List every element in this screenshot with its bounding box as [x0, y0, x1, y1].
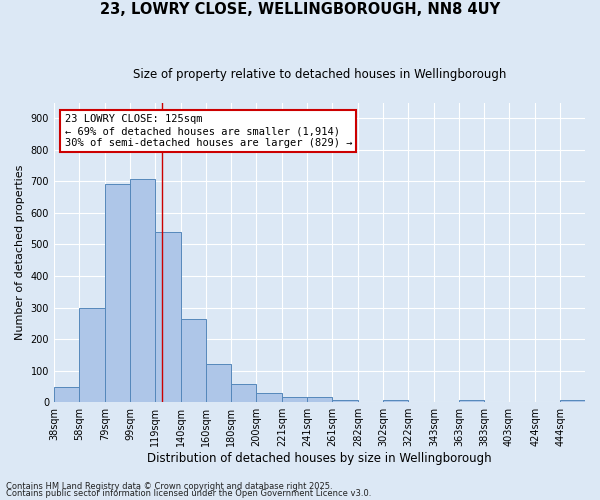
- Bar: [130, 179, 155, 402]
- Bar: [383, 400, 408, 402]
- Bar: [332, 400, 358, 402]
- Text: 23, LOWRY CLOSE, WELLINGBOROUGH, NN8 4UY: 23, LOWRY CLOSE, WELLINGBOROUGH, NN8 4UY: [100, 2, 500, 18]
- Text: Contains HM Land Registry data © Crown copyright and database right 2025.: Contains HM Land Registry data © Crown c…: [6, 482, 332, 491]
- Y-axis label: Number of detached properties: Number of detached properties: [15, 164, 25, 340]
- Bar: [206, 364, 231, 402]
- Bar: [181, 318, 206, 402]
- Bar: [79, 308, 105, 402]
- Title: Size of property relative to detached houses in Wellingborough: Size of property relative to detached ho…: [133, 68, 506, 80]
- X-axis label: Distribution of detached houses by size in Wellingborough: Distribution of detached houses by size …: [147, 452, 492, 465]
- Bar: [307, 396, 332, 402]
- Text: 23 LOWRY CLOSE: 125sqm
← 69% of detached houses are smaller (1,914)
30% of semi-: 23 LOWRY CLOSE: 125sqm ← 69% of detached…: [65, 114, 352, 148]
- Bar: [459, 400, 484, 402]
- Bar: [231, 384, 256, 402]
- Bar: [282, 398, 307, 402]
- Bar: [54, 387, 79, 402]
- Bar: [560, 400, 585, 402]
- Bar: [256, 394, 282, 402]
- Bar: [155, 232, 181, 402]
- Text: Contains public sector information licensed under the Open Government Licence v3: Contains public sector information licen…: [6, 489, 371, 498]
- Bar: [105, 184, 130, 402]
